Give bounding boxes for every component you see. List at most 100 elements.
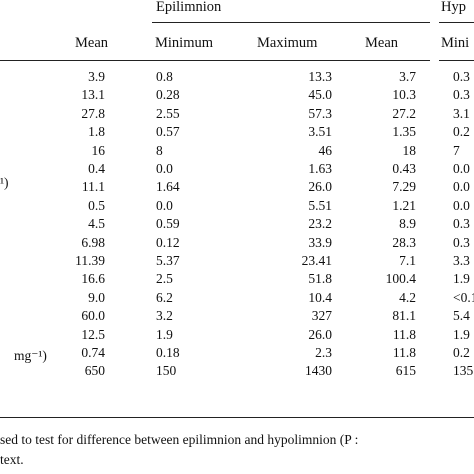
cell-mean: 3.7 (399, 69, 416, 84)
cell-maximum: 51.8 (308, 271, 332, 287)
col-header-mean-left: Mean (75, 35, 109, 51)
cell-minimum: 1.64 (156, 179, 180, 195)
cell-mean: 81.1 (392, 308, 416, 324)
cell-mean-left: 0.4 (88, 161, 105, 176)
footnote-line-2: text. (0, 452, 24, 467)
cell-mean-left: 11.1 (81, 179, 105, 195)
cell-maximum: 23.41 (301, 253, 332, 268)
cell-minimum: 0.0 (156, 161, 173, 176)
cell-hypo-minimum: 0.3 (453, 87, 470, 103)
cell-maximum: 10.4 (308, 289, 332, 305)
cell-mean: 7.1 (399, 253, 416, 268)
cell-maximum: 1430 (305, 363, 332, 379)
cell-hypo-minimum: 1.9 (453, 271, 470, 287)
cell-hypo-minimum: <0.1 (453, 289, 474, 305)
cell-mean: 8.9 (399, 216, 416, 232)
row-label-fragment-6: ¹) (0, 175, 9, 190)
cell-mean-left: 6.98 (81, 234, 105, 250)
cell-mean: 4.2 (399, 289, 416, 305)
hypolimnion-header-rule (439, 22, 474, 23)
cell-maximum: 46 (318, 142, 333, 158)
cell-hypo-minimum: 5.4 (453, 308, 470, 324)
group-header-hypolimnion: Hyp (441, 0, 466, 15)
cell-hypo-minimum: 0.3 (453, 216, 470, 232)
cell-mean: 615 (395, 363, 416, 379)
cell-hypo-minimum: 0.0 (453, 179, 470, 195)
cell-hypo-minimum: 3.3 (453, 253, 470, 268)
cell-maximum: 327 (311, 308, 332, 324)
cell-maximum: 2.3 (315, 345, 332, 360)
cell-mean: 27.2 (392, 105, 416, 121)
cell-hypo-minimum: 135 (453, 363, 474, 379)
header-bottom-rule-left (0, 60, 152, 61)
cell-mean: 28.3 (392, 234, 416, 250)
cell-maximum: 26.0 (308, 179, 332, 195)
cell-minimum: 0.8 (156, 69, 173, 84)
header-bottom-rule-mid (152, 60, 430, 61)
footnote-line-1: sed to test for difference between epili… (0, 432, 359, 447)
cell-mean-left: 60.0 (81, 308, 105, 324)
cell-mean-left: 27.8 (81, 105, 105, 121)
cell-mean-left: 0.74 (81, 345, 105, 360)
cell-minimum: 5.37 (156, 253, 180, 268)
cell-minimum: 8 (156, 142, 163, 158)
col-header-maximum: Maximum (257, 35, 318, 51)
cell-hypo-minimum: 0.2 (453, 124, 470, 140)
cell-mean: 0.43 (392, 161, 416, 176)
cell-maximum: 26.0 (308, 326, 332, 342)
cell-hypo-minimum: 0.0 (453, 161, 470, 176)
cell-minimum: 0.59 (156, 216, 180, 232)
cell-maximum: 3.51 (308, 124, 332, 140)
cell-minimum: 0.0 (156, 197, 173, 213)
cell-minimum: 2.55 (156, 105, 180, 121)
cell-hypo-minimum: 0.3 (453, 69, 470, 84)
cell-mean-left: 9.0 (88, 289, 105, 305)
cell-maximum: 33.9 (308, 234, 332, 250)
cell-maximum: 23.2 (308, 216, 332, 232)
col-header-minimum: Minimum (155, 35, 214, 51)
cell-mean-left: 16.6 (81, 271, 105, 287)
cell-mean-left: 11.39 (75, 253, 105, 268)
cell-hypo-minimum: 0.3 (453, 234, 470, 250)
cell-mean-left: 650 (84, 363, 105, 379)
cell-hypo-minimum: 0.2 (453, 345, 470, 360)
cell-minimum: 0.12 (156, 234, 180, 250)
cell-mean: 100.4 (385, 271, 416, 287)
cell-mean: 11.8 (392, 345, 416, 360)
table-bottom-rule (0, 417, 474, 418)
cell-mean-left: 1.8 (88, 124, 105, 140)
cell-mean: 7.29 (392, 179, 416, 195)
cell-minimum: 0.18 (156, 345, 180, 360)
cell-mean-left: 16 (91, 142, 106, 158)
cell-hypo-minimum: 3.1 (453, 105, 470, 121)
cell-mean-left: 0.5 (88, 197, 105, 213)
epilimnion-header-rule (152, 22, 430, 23)
cell-minimum: 1.9 (156, 326, 173, 342)
cell-hypo-minimum: 0.0 (453, 197, 470, 213)
cell-maximum: 13.3 (308, 69, 332, 84)
row-label-fragment-16: mg⁻¹) (14, 348, 47, 363)
cell-minimum: 0.28 (156, 87, 180, 103)
cell-minimum: 150 (156, 363, 177, 379)
cell-minimum: 6.2 (156, 289, 173, 305)
cell-maximum: 57.3 (308, 105, 332, 121)
cell-maximum: 45.0 (308, 87, 332, 103)
header-bottom-rule-right (439, 60, 474, 61)
col-header-mean: Mean (365, 35, 399, 51)
cell-mean: 11.8 (392, 326, 416, 342)
cell-mean-left: 3.9 (88, 69, 105, 84)
cell-mean: 1.35 (392, 124, 416, 140)
cell-mean-left: 4.5 (88, 216, 105, 232)
cell-hypo-minimum: 7 (453, 142, 460, 158)
cell-hypo-minimum: 1.9 (453, 326, 470, 342)
cell-mean-left: 12.5 (81, 326, 105, 342)
col-header-mini-cut: Mini (441, 35, 470, 51)
cell-minimum: 2.5 (156, 271, 173, 287)
cell-minimum: 3.2 (156, 308, 173, 324)
cell-mean: 18 (402, 142, 417, 158)
cell-mean-left: 13.1 (81, 87, 105, 103)
cell-maximum: 5.51 (308, 197, 332, 213)
cell-mean: 1.21 (392, 197, 416, 213)
cell-maximum: 1.63 (308, 161, 332, 176)
cell-minimum: 0.57 (156, 124, 180, 140)
